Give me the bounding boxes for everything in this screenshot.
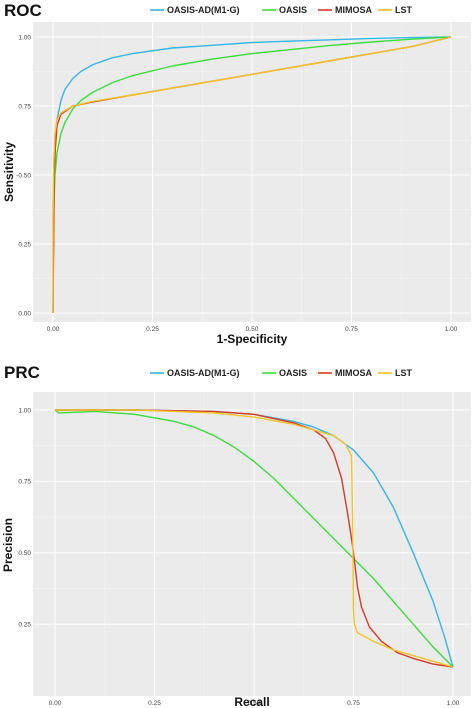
y-tick-label: 0.00	[18, 310, 31, 317]
x-tick-label: 1.00	[447, 700, 460, 707]
prc-legend: OASIS-AD(M1-G) OASIS MIMOSA LST	[150, 368, 413, 378]
x-tick-label: 0.50	[248, 700, 261, 707]
roc-legend: OASIS-AD(M1-G) OASIS MIMOSA LST	[150, 5, 413, 15]
prc-x-axis-label: Recall	[234, 695, 269, 708]
legend-label: MIMOSA	[335, 368, 372, 378]
y-tick-label: 1.00	[18, 34, 31, 41]
roc-x-axis-label: 1-Specificity	[217, 332, 288, 346]
prc-panel: PRC OASIS-AD(M1-G) OASIS MIMOSA LST 0.00 0.2…	[1, 363, 471, 708]
y-tick-label: 1.00	[18, 407, 31, 414]
x-tick-label: 0.25	[148, 700, 161, 707]
y-tick-label: 0.75	[18, 103, 31, 110]
x-tick-label: 0.75	[345, 326, 358, 333]
roc-lines	[52, 36, 452, 314]
prc-title: PRC	[4, 363, 40, 382]
legend-label: OASIS-AD(M1-G)	[167, 368, 240, 378]
series-line-lst	[55, 409, 454, 668]
y-tick-label: 0.75	[18, 479, 31, 486]
prc-x-ticks: 0.00 0.25 0.50 0.75 1.00	[49, 700, 460, 707]
legend-label: OASIS-AD(M1-G)	[167, 5, 240, 15]
y-tick-label: 0.25	[18, 241, 31, 248]
x-tick-label: 0.50	[246, 326, 259, 333]
x-tick-label: 0.00	[47, 326, 60, 333]
series-line-oasis	[54, 409, 454, 668]
roc-x-ticks: 0.00 0.25 0.50 0.75 1.00	[47, 326, 458, 333]
legend-label: MIMOSA	[335, 5, 372, 15]
x-tick-label: 0.00	[49, 700, 62, 707]
y-tick-label: -0.50	[16, 172, 31, 179]
prc-lines	[54, 409, 454, 668]
roc-title: ROC	[4, 1, 42, 20]
x-tick-label: 0.75	[347, 700, 360, 707]
series-line-oasis	[52, 36, 452, 314]
x-tick-label: 1.00	[445, 326, 458, 333]
legend-label: LST	[395, 5, 413, 15]
series-line-lst	[52, 36, 452, 313]
roc-y-axis-label: Sensitivity	[2, 142, 16, 202]
y-tick-label: 0.25	[18, 621, 31, 628]
legend-label: OASIS	[279, 5, 307, 15]
legend-label: LST	[395, 368, 413, 378]
prc-grid	[33, 392, 471, 696]
roc-y-ticks: 0.00 0.25 -0.50 0.75 1.00	[16, 34, 31, 317]
roc-panel: ROC OASIS-AD(M1-G) OASIS MIMOSA LST 0.00 0.2…	[2, 1, 471, 346]
prc-plot-background	[33, 392, 471, 696]
prc-y-ticks: 0.25 0.50 0.75 1.00	[18, 407, 31, 628]
roc-grid	[33, 22, 471, 322]
x-tick-label: 0.25	[146, 326, 159, 333]
prc-y-axis-label: Precision	[1, 518, 15, 572]
legend-label: OASIS	[279, 368, 307, 378]
y-tick-label: 0.50	[18, 550, 31, 557]
